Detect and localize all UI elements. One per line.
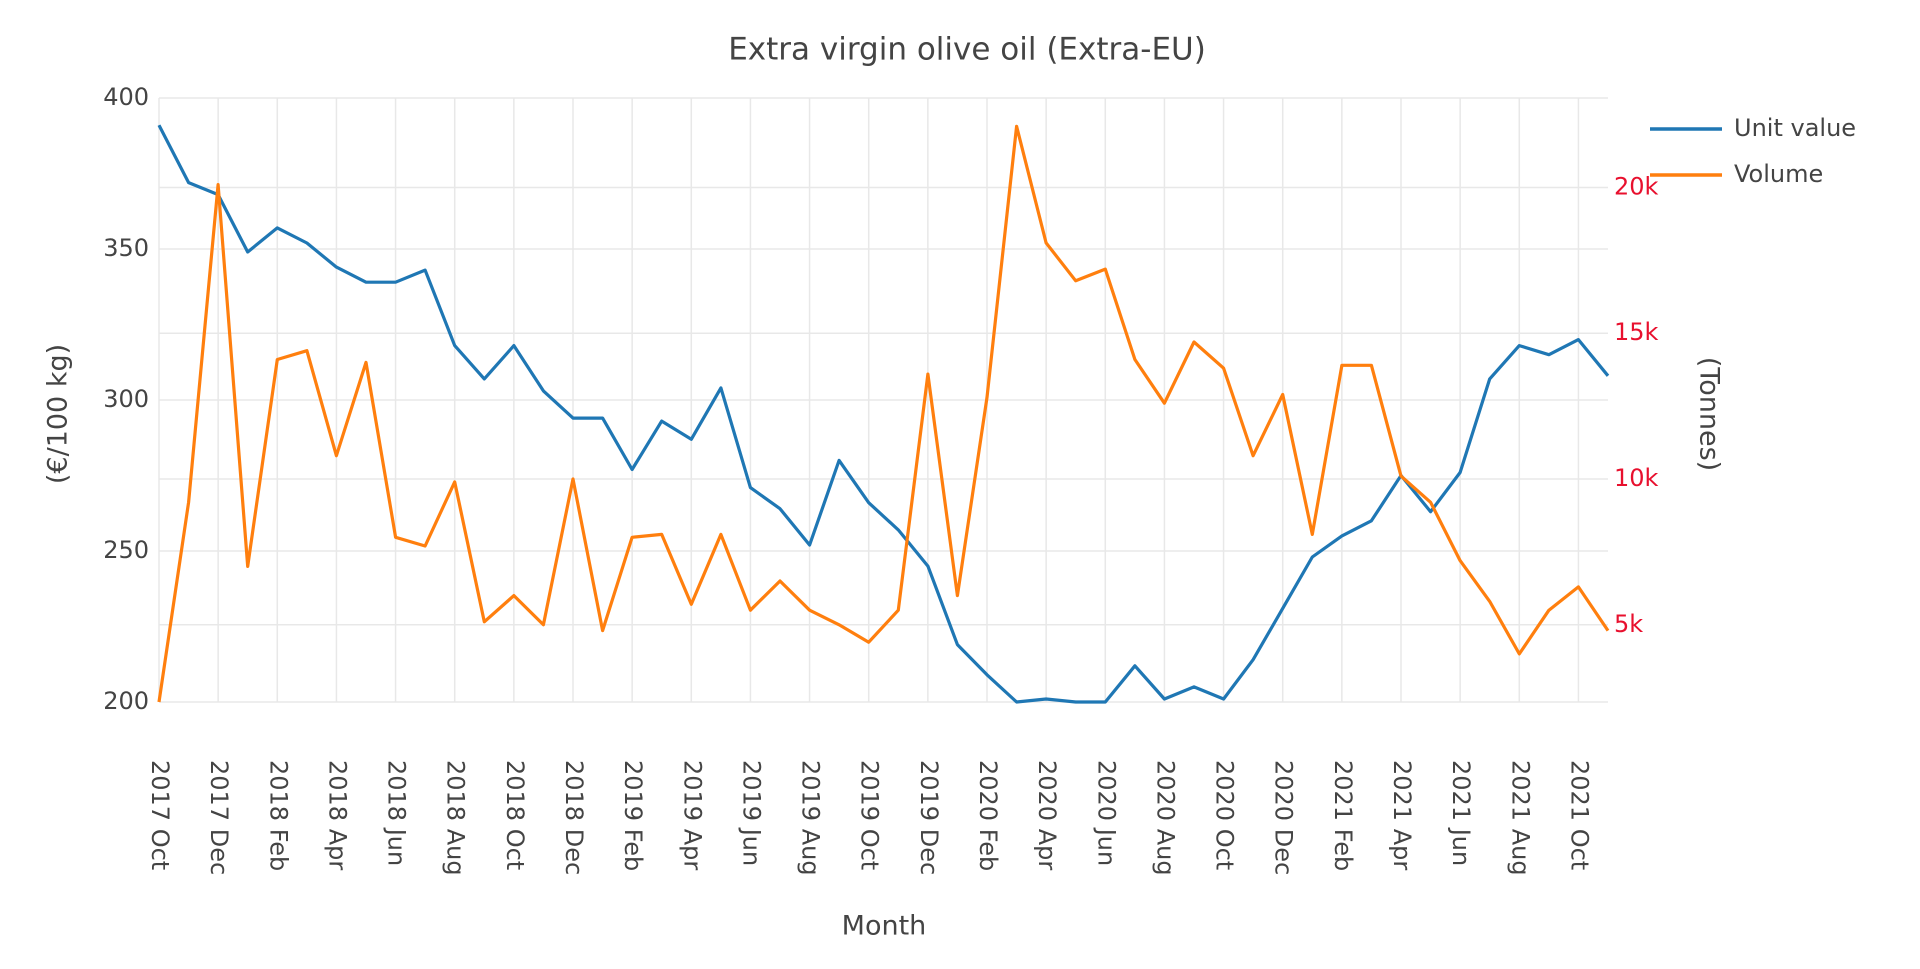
- x-tick-label: 2020 Feb: [974, 760, 1002, 871]
- x-tick-label: 2021 Aug: [1506, 760, 1534, 876]
- x-tick-label: 2019 Aug: [797, 760, 825, 876]
- y2-axis-title: (Tonnes): [1694, 357, 1725, 471]
- x-tick-label: 2018 Oct: [501, 760, 529, 870]
- x-tick-label: 2019 Oct: [856, 760, 884, 870]
- x-tick-label: 2018 Jun: [383, 760, 411, 866]
- x-tick-label: 2018 Apr: [323, 760, 351, 870]
- legend-label: Volume: [1734, 160, 1823, 188]
- x-tick-label: 2021 Oct: [1565, 760, 1593, 870]
- x-tick-label: 2019 Jun: [737, 760, 765, 866]
- x-tick-label: 2021 Jun: [1447, 760, 1475, 866]
- x-tick-label: 2020 Apr: [1033, 760, 1061, 870]
- x-axis-title: Month: [842, 911, 927, 942]
- x-tick-label: 2019 Feb: [619, 760, 647, 871]
- x-tick-label: 2018 Dec: [560, 760, 588, 875]
- y-axis-title: (€/100 kg): [43, 344, 74, 484]
- x-tick-label: 2021 Apr: [1388, 760, 1416, 870]
- x-tick-label: 2017 Dec: [205, 760, 233, 875]
- x-tick-label: 2017 Oct: [146, 760, 174, 870]
- x-tick-label: 2020 Aug: [1151, 760, 1179, 876]
- x-tick-label: 2020 Dec: [1270, 760, 1298, 875]
- line-series: [157, 124, 1610, 703]
- x-tick-label: 2018 Aug: [442, 760, 470, 876]
- y2-tick-label: 5k: [1614, 610, 1643, 638]
- y-tick-label: 350: [103, 234, 149, 262]
- x-tick-label: 2020 Jun: [1092, 760, 1120, 866]
- x-tick-label: 2019 Apr: [678, 760, 706, 870]
- y-tick-label: 400: [103, 83, 149, 111]
- y-tick-label: 200: [103, 687, 149, 715]
- x-tick-label: 2019 Dec: [915, 760, 943, 875]
- x-tick-label: 2021 Feb: [1329, 760, 1357, 871]
- chart-title: Extra virgin olive oil (Extra-EU): [728, 32, 1206, 68]
- y2-tick-label: 10k: [1614, 464, 1659, 492]
- y-tick-label: 300: [103, 385, 149, 413]
- line-series: [157, 124, 1610, 704]
- legend-label: Unit value: [1734, 114, 1856, 142]
- y2-tick-label: 15k: [1614, 318, 1659, 346]
- x-tick-label: 2018 Feb: [264, 760, 292, 871]
- y-tick-label: 250: [103, 536, 149, 564]
- y2-tick-label: 20k: [1614, 172, 1659, 200]
- x-tick-label: 2020 Oct: [1211, 760, 1239, 870]
